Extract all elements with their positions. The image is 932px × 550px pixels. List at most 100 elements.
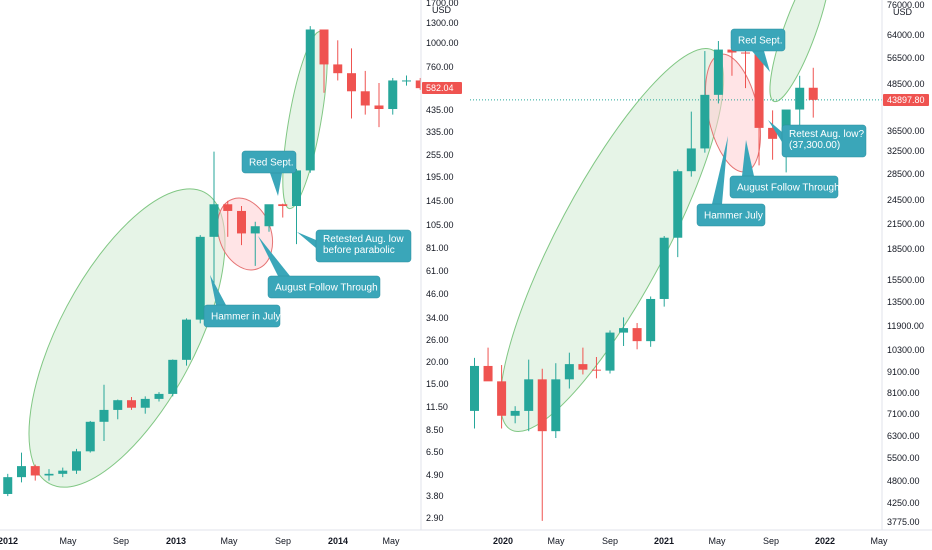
price-tick-label: 7100.00 [887, 409, 920, 419]
candle-body [524, 379, 534, 411]
uptrend-ellipse [28, 188, 226, 488]
candle [659, 235, 669, 307]
candle [72, 448, 81, 474]
candle-body [700, 94, 710, 149]
callout-line: August Follow Through [275, 283, 378, 294]
candle [700, 51, 710, 153]
price-tag-label: 582.04 [426, 83, 454, 93]
candle-body [72, 451, 81, 471]
callout-text: Retested Aug. low before parabolic [323, 234, 404, 256]
price-tick-label: 335.00 [426, 127, 454, 137]
candle [632, 323, 642, 350]
chart-panel-2: 76000.00 64000.00 56500.00 48500.00 36500.00… [430, 0, 932, 546]
currency-label: USD [893, 7, 913, 17]
price-tick-label: 21500.00 [887, 219, 925, 229]
price-tick-label: 46.00 [426, 289, 449, 299]
price-tick-label: 6.50 [426, 447, 444, 457]
callout-box [696, 203, 766, 227]
price-tick-label: 11900.00 [887, 321, 924, 331]
annotation-callout: August Follow Through [258, 236, 381, 299]
callout-box [730, 28, 786, 52]
candle-body [99, 409, 109, 422]
price-tick-label: 20.00 [426, 357, 449, 367]
price-tick-label: 64000.00 [887, 30, 925, 40]
price-tick-label: 11.50 [426, 402, 448, 412]
callout-line: before parabolic [323, 245, 395, 256]
annotation-callout: Hammer July [696, 136, 766, 227]
candle-body [727, 49, 737, 53]
annotation-callout: Retest Aug. low? (37,300.00) [768, 120, 867, 158]
callout-text: Red Sept. [738, 36, 782, 47]
candle [713, 41, 723, 104]
callout-box [781, 124, 867, 158]
annotation-callout: Retested Aug. low before parabolic [297, 229, 412, 263]
candle [347, 48, 356, 119]
callout-text: August Follow Through [737, 183, 840, 194]
candle-body [415, 80, 421, 89]
price-tick-label: 2.90 [426, 513, 444, 523]
uptrend-ellipse [499, 47, 725, 433]
time-tick-label: May [708, 536, 726, 546]
time-tick-label: May [382, 536, 400, 546]
price-tick-label: 5500.00 [887, 453, 920, 463]
time-tick-label: 2012 [0, 536, 18, 546]
callout-pointer [768, 120, 782, 142]
callout-pointer [270, 173, 282, 196]
candle-body [497, 381, 507, 416]
candle [264, 204, 274, 232]
candle-body [182, 319, 191, 360]
callout-pointer [210, 275, 226, 305]
candle-body [195, 236, 205, 320]
annotation-callout: Red Sept. [241, 150, 297, 196]
callout-line: Hammer in July [211, 312, 280, 323]
time-tick-label: Sep [275, 536, 291, 546]
candle-body [781, 109, 791, 139]
candle-body [140, 398, 150, 408]
candle [85, 420, 95, 453]
candle-body [768, 127, 778, 139]
price-tick-label: 32500.00 [887, 146, 925, 156]
candle [619, 317, 629, 346]
price-tick-label: 8100.00 [887, 388, 920, 398]
price-tick-label: 8.50 [426, 425, 444, 435]
price-tick-label: 56500.00 [887, 53, 925, 63]
callout-box [729, 175, 839, 199]
candle [388, 77, 398, 115]
price-tick-label: 81.00 [426, 243, 449, 253]
callout-box [203, 304, 281, 328]
callout-pointer [297, 232, 316, 248]
candle [250, 221, 260, 266]
callout-line: Retested Aug. low [323, 234, 404, 245]
candle-body [713, 49, 723, 95]
candle-body [673, 171, 683, 238]
candle-body [578, 364, 588, 370]
price-tick-label: 1700.00 [426, 0, 459, 8]
candle-body [44, 473, 54, 476]
callout-line: Red Sept. [738, 36, 782, 47]
candle [168, 359, 178, 397]
candle-body [292, 170, 301, 207]
callout-text: Hammer in July [211, 312, 280, 323]
price-tick-label: 76000.00 [887, 0, 925, 10]
candle [673, 169, 683, 258]
callout-line: August Follow Through [737, 183, 840, 194]
price-tick-label: 4800.00 [887, 476, 920, 486]
candle [209, 151, 219, 288]
time-tick-label: Sep [763, 536, 779, 546]
candle [319, 29, 329, 93]
candle-body [659, 237, 669, 299]
candle [591, 356, 601, 379]
candle [223, 200, 233, 237]
candle-body [347, 73, 356, 92]
time-tick-label: Sep [113, 536, 129, 546]
candle [3, 473, 13, 497]
candle-body [250, 226, 260, 234]
time-tick-label: May [870, 536, 888, 546]
annotation-callout: August Follow Through [729, 140, 840, 199]
callout-line: Retest Aug. low? [789, 129, 864, 140]
candle-body [85, 421, 95, 452]
time-tick-label: Sep [602, 536, 618, 546]
candle [754, 47, 764, 166]
candle-body [319, 29, 329, 65]
